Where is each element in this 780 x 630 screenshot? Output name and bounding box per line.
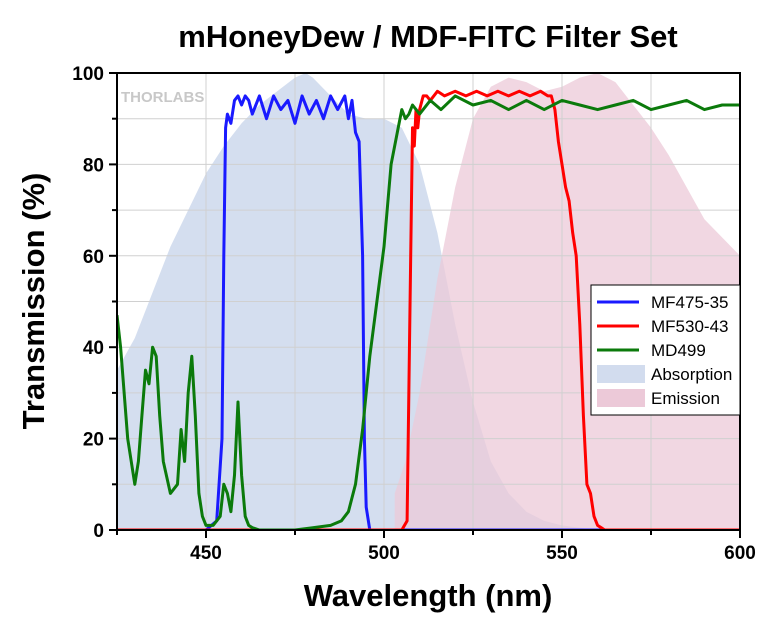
y-tick-label: 80 bbox=[83, 155, 104, 176]
x-tick-label: 500 bbox=[368, 543, 400, 564]
legend-label-md499: MD499 bbox=[651, 341, 706, 360]
legend-label-mf475-35: MF475-35 bbox=[651, 293, 728, 312]
chart-title: mHoneyDew / MDF-FITC Filter Set bbox=[178, 19, 677, 54]
legend-swatch-emission bbox=[597, 389, 645, 407]
y-tick-label: 60 bbox=[83, 247, 104, 268]
y-tick-label: 20 bbox=[83, 430, 104, 451]
legend-label-emission: Emission bbox=[651, 389, 720, 408]
y-tick-label: 0 bbox=[93, 521, 104, 542]
series-line-mf475-35 bbox=[117, 94, 740, 530]
series-line-mf530-43 bbox=[117, 89, 740, 530]
x-tick-label: 450 bbox=[190, 543, 222, 564]
x-tick-label: 600 bbox=[724, 543, 756, 564]
x-tick-label: 550 bbox=[546, 543, 578, 564]
y-axis-label: Transmission (%) bbox=[16, 173, 51, 430]
legend: MF475-35 MF530-43 MD499 Absorption Emission bbox=[590, 284, 741, 416]
x-axis-label: Wavelength (nm) bbox=[304, 578, 553, 613]
y-tick-label: 100 bbox=[72, 64, 104, 85]
series-line-md499 bbox=[117, 94, 740, 530]
legend-label-mf530-43: MF530-43 bbox=[651, 317, 728, 336]
legend-swatch-absorption bbox=[597, 365, 645, 383]
line-series-group bbox=[117, 89, 740, 530]
ticks: 450 500 550 600 0 20 40 60 80 100 bbox=[72, 64, 756, 564]
watermark-logo: THORLABS bbox=[121, 89, 204, 106]
legend-label-absorption: Absorption bbox=[651, 365, 732, 384]
y-tick-label: 40 bbox=[83, 338, 104, 359]
